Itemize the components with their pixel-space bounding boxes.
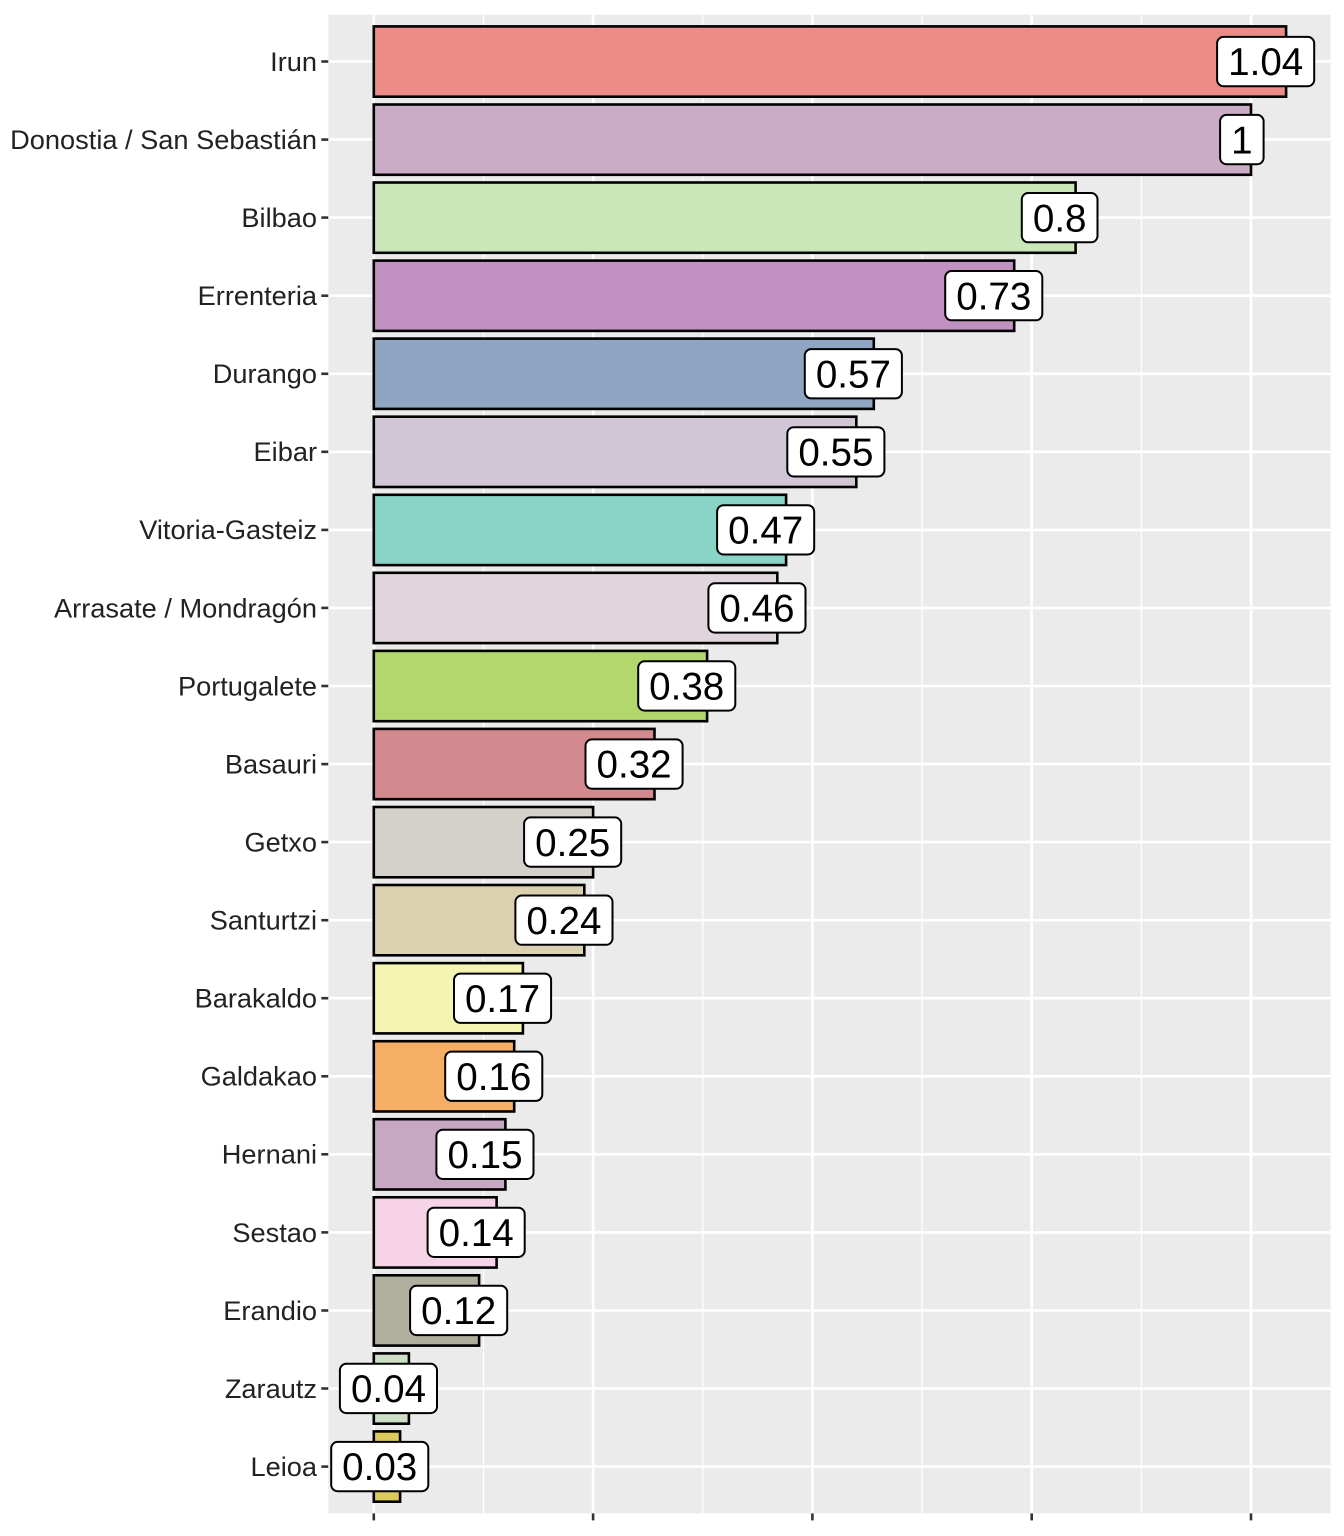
svg-text:Irun: Irun [270, 46, 317, 77]
svg-text:0.12: 0.12 [421, 1290, 496, 1333]
svg-text:0.03: 0.03 [342, 1446, 417, 1489]
svg-text:Vitoria-Gasteiz: Vitoria-Gasteiz [139, 514, 317, 545]
svg-text:Bilbao: Bilbao [241, 202, 317, 233]
svg-text:0.15: 0.15 [447, 1134, 522, 1177]
svg-text:1.04: 1.04 [1228, 41, 1303, 84]
svg-text:Getxo: Getxo [244, 827, 317, 858]
svg-text:0.73: 0.73 [956, 275, 1031, 318]
svg-text:0.14: 0.14 [439, 1212, 514, 1255]
svg-text:0.16: 0.16 [456, 1056, 531, 1099]
svg-text:0.55: 0.55 [798, 432, 873, 475]
svg-text:Sestao: Sestao [232, 1217, 317, 1248]
svg-text:Arrasate / Mondragón: Arrasate / Mondragón [54, 592, 317, 623]
svg-text:Galdakao: Galdakao [201, 1061, 317, 1092]
svg-text:0.47: 0.47 [728, 510, 803, 553]
svg-text:Erandio: Erandio [223, 1295, 317, 1326]
svg-text:Hernani: Hernani [222, 1139, 317, 1170]
svg-text:Errenteria: Errenteria [198, 280, 318, 311]
svg-text:Donostia / San Sebastián: Donostia / San Sebastián [10, 124, 317, 155]
svg-text:0.38: 0.38 [649, 666, 724, 709]
svg-text:0.57: 0.57 [816, 353, 891, 396]
svg-text:0.32: 0.32 [597, 744, 672, 787]
svg-text:0.24: 0.24 [526, 900, 601, 943]
svg-text:0.04: 0.04 [351, 1368, 426, 1411]
svg-text:Zarautz: Zarautz [225, 1373, 317, 1404]
svg-text:Santurtzi: Santurtzi [210, 905, 317, 936]
svg-text:0.17: 0.17 [465, 978, 540, 1021]
svg-text:0.8: 0.8 [1033, 197, 1087, 240]
svg-text:0.25: 0.25 [535, 822, 610, 865]
svg-text:Leioa: Leioa [250, 1451, 317, 1482]
svg-text:1: 1 [1231, 119, 1252, 162]
svg-text:Eibar: Eibar [254, 436, 317, 467]
svg-text:Portugalete: Portugalete [178, 670, 317, 701]
svg-text:Durango: Durango [213, 358, 317, 389]
svg-text:Basauri: Basauri [225, 748, 317, 779]
svg-text:Barakaldo: Barakaldo [195, 983, 317, 1014]
svg-text:0.46: 0.46 [719, 588, 794, 631]
